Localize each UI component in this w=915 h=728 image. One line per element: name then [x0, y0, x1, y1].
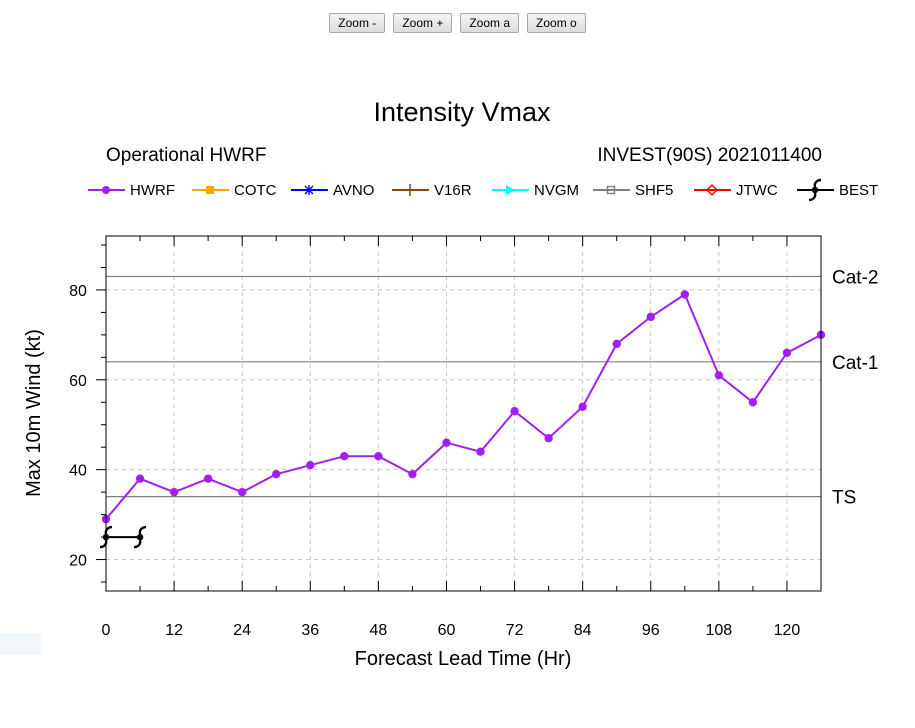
- series-point-hwrf: [203, 474, 213, 483]
- x-tick-label: 96: [642, 622, 660, 639]
- y-tick-label: 60: [69, 373, 87, 390]
- x-tick-label: 12: [165, 622, 183, 639]
- legend-marker: [206, 186, 214, 194]
- series-point-hwrf: [510, 407, 519, 416]
- series-line-hwrf: [105, 292, 822, 520]
- chart-subtitle-left: Operational HWRF: [106, 145, 267, 166]
- hurricane-arm-bottom: [99, 539, 108, 549]
- series-point-hwrf: [612, 339, 621, 349]
- x-tick-label: 24: [233, 622, 251, 639]
- y-tick-label: 80: [69, 283, 87, 300]
- series-point-hwrf: [578, 402, 587, 411]
- series-point-hwrf: [782, 348, 792, 358]
- legend-label: COTC: [234, 182, 277, 199]
- series-point-hwrf: [135, 474, 145, 483]
- x-tick-label: 0: [102, 622, 111, 639]
- legend-item-jtwc: JTWC: [694, 182, 778, 199]
- threshold-label: Cat-2: [832, 267, 878, 288]
- axis-ticks: 0 12 24 36 48 60 72 84 96 108 120 20 40 60 80: [69, 236, 822, 639]
- legend-item-cotc: COTC: [192, 182, 277, 199]
- x-tick-label: 72: [506, 622, 524, 639]
- legend-label: NVGM: [534, 182, 579, 199]
- chart-subtitle-right: INVEST(90S) 2021011400: [597, 145, 822, 166]
- hurricane-arm-top: [138, 525, 147, 535]
- x-axis-label: Forecast Lead Time (Hr): [355, 648, 572, 670]
- zoom-in-button[interactable]: Zoom +: [393, 13, 453, 33]
- series-point-hwrf: [476, 447, 485, 456]
- x-tick-label: 60: [438, 622, 456, 639]
- zoom-a-button[interactable]: Zoom a: [460, 13, 520, 33]
- x-tick-label: 84: [574, 622, 592, 639]
- chart-legend: HWRF COTC AVNO V16R NVGM SHF5 JTWC BEST: [88, 178, 878, 202]
- legend-marker: [304, 185, 314, 195]
- series-point-hwrf: [306, 460, 315, 470]
- legend-item-nvgm: NVGM: [492, 182, 579, 199]
- threshold-lines: TS Cat-1 Cat-2: [106, 267, 878, 509]
- series-point-hwrf: [680, 290, 690, 299]
- legend-item-best: BEST: [797, 178, 878, 202]
- legend-label: SHF5: [635, 182, 673, 199]
- series-point-hwrf: [544, 434, 553, 443]
- series-point-hwrf: [374, 451, 383, 461]
- series-point-hwrf: [272, 469, 281, 479]
- legend-item-hwrf: HWRF: [88, 182, 175, 199]
- y-tick-label: 40: [69, 463, 87, 480]
- legend-marker: [808, 178, 822, 202]
- legend-marker: [705, 183, 719, 197]
- legend-label: V16R: [434, 182, 472, 199]
- series-point-hwrf: [169, 487, 179, 497]
- legend-label: AVNO: [333, 182, 374, 199]
- chart-grid: [106, 236, 821, 591]
- legend-label: HWRF: [130, 182, 175, 199]
- series-point-best: [133, 525, 147, 549]
- x-tick-label: 48: [369, 622, 387, 639]
- legend-marker: [102, 186, 110, 194]
- hurricane-arm-top: [813, 178, 822, 188]
- legend-label: JTWC: [736, 182, 778, 199]
- legend-item-shf5: SHF5: [593, 182, 673, 199]
- plot-frame: [105, 235, 822, 592]
- threshold-label: Cat-1: [832, 353, 878, 374]
- series-point-hwrf: [340, 451, 349, 461]
- hurricane-arm-bottom: [808, 192, 817, 202]
- legend-item-v16r: V16R: [392, 182, 472, 199]
- legend-marker: [606, 185, 616, 195]
- series-point-hwrf: [646, 312, 655, 322]
- legend-label: BEST: [839, 182, 878, 199]
- hurricane-arm-bottom: [133, 539, 142, 549]
- series-point-hwrf: [408, 469, 417, 479]
- zoom-toolbar: Zoom - Zoom + Zoom a Zoom o: [0, 13, 915, 33]
- series-point-hwrf: [714, 371, 724, 380]
- x-tick-label: 108: [706, 622, 733, 639]
- x-tick-label: 120: [774, 622, 801, 639]
- hurricane-arm-top: [104, 525, 113, 535]
- left-edge-strip: [0, 633, 42, 655]
- y-tick-label: 20: [69, 553, 87, 570]
- zoom-out-button[interactable]: Zoom -: [329, 13, 386, 33]
- series-point-hwrf: [748, 398, 758, 407]
- legend-item-avno: AVNO: [291, 182, 374, 199]
- y-axis-label: Max 10m Wind (kt): [23, 329, 45, 497]
- chart-title: Intensity Vmax: [373, 97, 551, 127]
- threshold-label: TS: [832, 488, 856, 509]
- chart-series: [99, 290, 826, 549]
- series-point-hwrf: [442, 438, 451, 447]
- zoom-o-button[interactable]: Zoom o: [527, 13, 586, 33]
- hurricane-eye: [811, 186, 819, 194]
- hurricane-eye: [136, 533, 144, 541]
- legend-marker: [506, 185, 515, 195]
- x-tick-label: 36: [301, 622, 319, 639]
- series-point-hwrf: [237, 487, 247, 497]
